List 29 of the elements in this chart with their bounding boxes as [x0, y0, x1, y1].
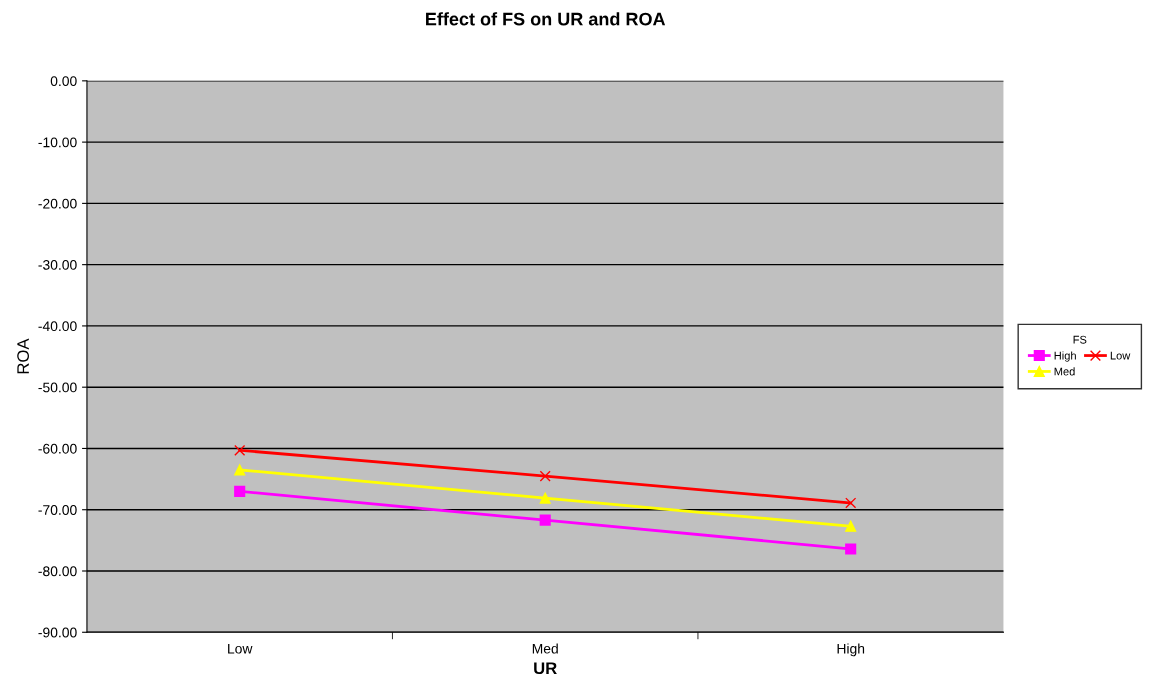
point — [845, 543, 857, 555]
legend-title: FS — [1073, 335, 1087, 344]
y-tick-label: -30.00 — [38, 259, 77, 270]
y-tick-label: 0.00 — [50, 76, 77, 87]
x-tick-label: Low — [228, 643, 253, 654]
point — [539, 492, 551, 504]
y-tick-label: -70.00 — [38, 505, 77, 515]
legend-label: High — [1054, 351, 1076, 362]
point — [234, 444, 246, 456]
chart-title: Effect of FS on UR and ROA — [426, 12, 666, 26]
y-axis-title: ROA — [17, 338, 29, 374]
point — [845, 497, 857, 509]
y-tick-label: -80.00 — [38, 566, 77, 577]
x-tick-label: Med — [532, 643, 558, 654]
y-tick-label: -60.00 — [38, 443, 77, 454]
legend-label: Med — [1054, 367, 1075, 376]
y-tick-label: -20.00 — [38, 198, 77, 209]
point — [234, 464, 246, 476]
y-tick-label: -90.00 — [38, 627, 77, 638]
x-tick-label: High — [837, 643, 865, 657]
y-tick-label: -40.00 — [38, 321, 77, 332]
point — [539, 470, 551, 482]
point — [539, 514, 551, 526]
x-axis-title: UR — [534, 662, 557, 675]
legend-label: Low — [1110, 351, 1131, 360]
y-tick-label: -10.00 — [38, 137, 77, 148]
y-tick-label: -50.00 — [38, 382, 77, 393]
point — [845, 520, 857, 532]
point — [234, 485, 246, 497]
